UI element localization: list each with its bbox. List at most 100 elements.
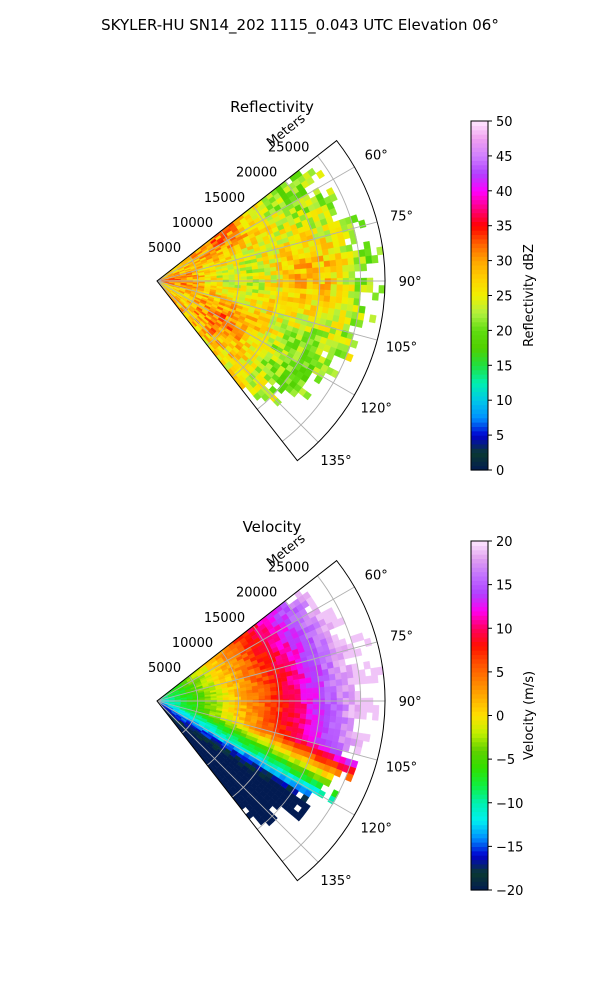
- heatmap-cell: [324, 289, 331, 297]
- colorbar-segment: [471, 846, 488, 852]
- colorbar-segment: [471, 785, 488, 791]
- colorbar-segment: [471, 684, 488, 690]
- heatmap-cell: [305, 682, 313, 689]
- heatmap-cell: [260, 393, 270, 402]
- colorbar-tick-label: 40: [496, 185, 513, 200]
- colorbar-segment: [471, 767, 488, 773]
- heatmap-cell: [363, 660, 371, 670]
- heatmap-cell: [276, 270, 284, 276]
- radial-tick-label: 10000: [172, 216, 213, 231]
- colorbar-segment: [471, 715, 488, 721]
- colorbar-segment: [471, 689, 488, 695]
- colorbar-segment: [471, 243, 488, 249]
- heatmap-cell: [330, 265, 338, 273]
- colorbar-segment: [471, 387, 488, 393]
- heatmap-cell: [358, 669, 366, 678]
- heatmap-cell: [357, 312, 365, 322]
- colorbar-tick-label: 10: [496, 394, 513, 409]
- azimuth-spoke: [156, 641, 378, 702]
- heatmap-cell: [321, 248, 330, 256]
- heatmap-cell: [240, 282, 248, 287]
- colorbar-segment: [471, 330, 488, 336]
- heatmap-cell: [269, 266, 277, 272]
- colorbar-segment: [471, 885, 488, 891]
- heatmap-cell: [299, 258, 307, 265]
- heatmap-cell: [264, 282, 272, 288]
- colorbar-segment: [471, 452, 488, 458]
- sector-frame: [156, 139, 386, 462]
- colorbar-segment: [471, 326, 488, 331]
- heatmap-cell: [348, 271, 356, 279]
- heatmap-cell: [311, 681, 319, 689]
- radial-tick-label: 15000: [204, 191, 245, 206]
- heatmap-cell: [306, 693, 314, 699]
- heatmap-cell: [282, 694, 290, 700]
- colorbar-tick-label: −10: [496, 797, 523, 812]
- heatmap-cell: [341, 297, 349, 305]
- colorbar-segment: [471, 597, 488, 603]
- heatmap-cell: [258, 268, 265, 273]
- heatmap-cell: [287, 264, 295, 271]
- heatmap-cell: [264, 706, 272, 712]
- colorbar-segment: [471, 606, 488, 612]
- colorbar-segment: [471, 650, 488, 656]
- heatmap-cell: [276, 385, 286, 395]
- heatmap-cell: [287, 259, 295, 266]
- colorbar-segment: [471, 567, 488, 573]
- heatmap-cell: [288, 283, 296, 289]
- heatmap-cell: [324, 686, 332, 694]
- azimuth-tick-label: 120°: [361, 822, 392, 837]
- page-title: SKYLER-HU SN14_202 1115_0.043 UTC Elevat…: [101, 16, 499, 34]
- colorbar-segment: [471, 199, 488, 205]
- heatmap-cell: [305, 293, 313, 301]
- colorbar-segment: [471, 177, 488, 183]
- colorbar-segment: [471, 404, 488, 410]
- heatmap-cell: [287, 679, 295, 686]
- colorbar-segment: [471, 693, 488, 699]
- heatmap-cell: [324, 284, 332, 291]
- colorbar-segment: [471, 435, 488, 441]
- heatmap-cell: [340, 723, 348, 732]
- chart-panel-reflectivity: 60° 75° 90° 105° 120° 135° 5000 10000 15000 20000…: [148, 98, 537, 479]
- azimuth-tick-label: 90°: [399, 275, 422, 290]
- colorbar-segment: [471, 422, 488, 427]
- colorbar-segment: [471, 360, 488, 366]
- heatmap-cell: [246, 696, 254, 700]
- colorbar-tick-label: 10: [496, 622, 513, 637]
- range-ring: [206, 230, 239, 346]
- heatmap-cell: [323, 778, 332, 788]
- heatmap-cell: [336, 290, 343, 298]
- azimuth-tick-label: 105°: [386, 341, 417, 356]
- heatmap-cell: [216, 697, 224, 701]
- colorbar-segment: [471, 391, 488, 397]
- colorbar-tick-label: 30: [496, 255, 513, 270]
- heatmap-cell: [354, 277, 362, 286]
- colorbar-tick-label: 50: [496, 115, 513, 130]
- azimuth-spoke: [156, 280, 355, 396]
- heatmap-cell: [371, 254, 379, 264]
- colorbar-segment: [471, 134, 488, 140]
- heatmap-cell: [222, 277, 230, 281]
- colorbar-segment: [471, 623, 488, 629]
- heatmap-cell: [354, 697, 362, 706]
- sector-frame: [156, 559, 386, 882]
- heatmap-cell: [275, 686, 283, 692]
- heatmap-cell: [293, 292, 301, 299]
- heatmap-cell: [334, 252, 342, 261]
- heatmap-cell: [312, 283, 320, 290]
- heatmap-cell: [338, 658, 346, 668]
- heatmap-cell: [294, 708, 302, 714]
- heatmap-cell: [363, 240, 371, 250]
- colorbar-segment: [471, 815, 488, 821]
- heatmap-cell: [330, 704, 338, 711]
- heatmap-cell: [348, 277, 356, 286]
- heatmap-cell: [240, 273, 248, 278]
- range-ring: [282, 575, 361, 862]
- colorbar-segment: [471, 230, 488, 236]
- colorbar-segment: [471, 164, 488, 170]
- heatmap-cell: [256, 816, 266, 826]
- heatmap-cell: [323, 680, 331, 688]
- heatmap-cell: [342, 277, 350, 286]
- heatmap-cell: [359, 711, 367, 720]
- colorbar-segment: [471, 155, 488, 161]
